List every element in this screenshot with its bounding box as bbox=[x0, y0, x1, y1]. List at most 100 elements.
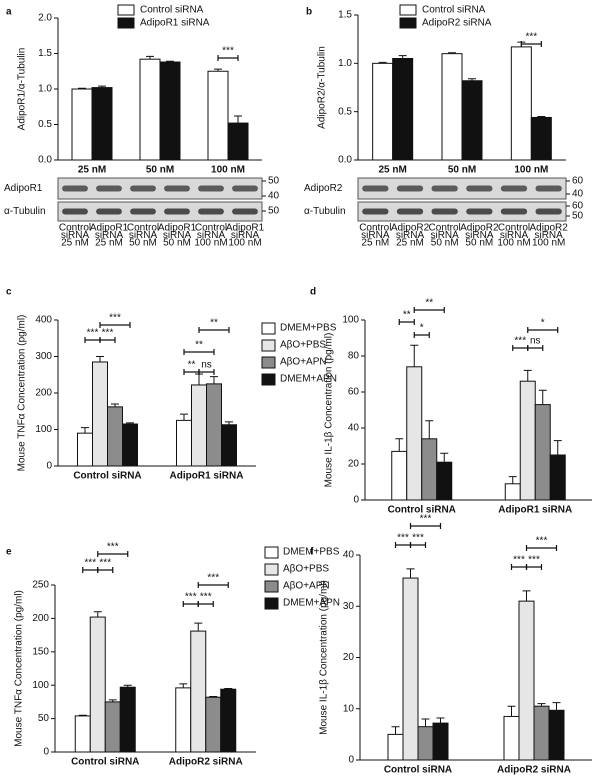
error-bar bbox=[194, 622, 203, 632]
mw-marker: 40 bbox=[268, 191, 280, 202]
bar bbox=[421, 438, 438, 501]
y-tick-label: 0.5 bbox=[38, 119, 52, 130]
legend-label: DMEM+APN bbox=[283, 598, 340, 609]
significance-label: *** bbox=[102, 328, 114, 339]
significance-bracket bbox=[413, 307, 445, 313]
bar bbox=[406, 366, 423, 501]
error-bar bbox=[234, 115, 242, 124]
lane-label: 25 nM bbox=[361, 238, 389, 249]
error-bar bbox=[96, 356, 104, 362]
legend-swatch bbox=[399, 17, 417, 29]
x-tick-label: AdipoR2 siRNA bbox=[169, 757, 243, 768]
bar bbox=[191, 384, 207, 467]
legend-swatch bbox=[264, 563, 279, 576]
bar bbox=[417, 726, 434, 761]
y-axis-label: AdipoR2/α-Tubulin bbox=[317, 46, 328, 129]
bar bbox=[402, 577, 419, 761]
bar bbox=[205, 696, 222, 753]
bar bbox=[77, 432, 93, 467]
x-tick-label: 50 nM bbox=[448, 165, 476, 176]
x-tick-label: Control siRNA bbox=[73, 471, 141, 482]
x-tick-label: 50 nM bbox=[146, 165, 174, 176]
error-bar bbox=[108, 699, 117, 702]
lane-label: 50 nM bbox=[129, 238, 157, 249]
bar bbox=[227, 122, 249, 161]
lane-label: Control bbox=[195, 223, 227, 234]
y-tick-label: 60 bbox=[348, 387, 360, 398]
y-tick-label: 200 bbox=[35, 388, 52, 399]
lane-label: siRNA bbox=[465, 230, 494, 241]
bar bbox=[107, 406, 123, 467]
y-tick-label: 100 bbox=[32, 680, 49, 691]
legend-label: Control siRNA bbox=[140, 5, 204, 16]
error-bar bbox=[436, 717, 445, 724]
legend-swatch bbox=[117, 4, 135, 16]
legend-label: AβO+APN bbox=[280, 357, 327, 368]
lane-label: Control bbox=[127, 223, 159, 234]
bar bbox=[74, 715, 91, 753]
error-bar bbox=[225, 421, 233, 425]
bar bbox=[548, 709, 565, 761]
y-tick-label: 2.0 bbox=[38, 13, 52, 24]
panel-letter: d bbox=[310, 287, 316, 298]
error-bar bbox=[224, 688, 233, 690]
y-tick-label: 1.5 bbox=[38, 48, 52, 59]
error-bar bbox=[98, 85, 106, 88]
bar bbox=[461, 80, 483, 161]
legend-swatch bbox=[261, 356, 276, 369]
error-bar bbox=[507, 705, 516, 717]
bar bbox=[387, 733, 404, 761]
legend-label: AβO+APN bbox=[283, 581, 330, 592]
error-bar bbox=[391, 726, 400, 735]
error-bar bbox=[180, 413, 188, 421]
significance-label: *** bbox=[107, 542, 119, 553]
error-bar bbox=[111, 403, 119, 407]
blot-label: α-Tubulin bbox=[304, 206, 346, 217]
y-tick-label: 200 bbox=[32, 613, 49, 624]
legend-swatch bbox=[399, 4, 417, 16]
significance-label: ** bbox=[210, 318, 218, 329]
lane-label: 100 nM bbox=[228, 238, 261, 249]
lane-label: siRNA bbox=[197, 230, 226, 241]
significance-bracket bbox=[99, 322, 131, 328]
significance-label: ** bbox=[425, 298, 433, 309]
y-tick-label: 20 bbox=[348, 459, 360, 470]
significance-label: ** bbox=[403, 310, 411, 321]
y-tick-label: 0.0 bbox=[338, 155, 352, 166]
significance-bracket bbox=[409, 542, 427, 548]
bar bbox=[92, 361, 108, 467]
y-tick-label: 80 bbox=[348, 351, 360, 362]
bar bbox=[441, 53, 463, 161]
blot-band bbox=[500, 185, 528, 192]
significance-bracket bbox=[99, 337, 116, 343]
y-tick-label: 50 bbox=[38, 713, 50, 724]
x-tick-label: 25 nM bbox=[78, 165, 106, 176]
y-tick-label: 40 bbox=[343, 550, 355, 561]
blot-band bbox=[232, 208, 258, 215]
error-bar bbox=[425, 420, 434, 439]
bar bbox=[190, 630, 207, 753]
significance-label: ** bbox=[188, 360, 196, 371]
y-tick-label: 150 bbox=[32, 646, 49, 657]
y-tick-label: 250 bbox=[32, 580, 49, 591]
lane-label: siRNA bbox=[231, 230, 260, 241]
blot-band bbox=[535, 185, 562, 192]
legend-swatch bbox=[261, 322, 276, 335]
blot-band bbox=[535, 208, 562, 215]
significance-label: *** bbox=[525, 32, 537, 43]
significance-bracket bbox=[97, 551, 129, 557]
bar bbox=[104, 701, 121, 753]
y-tick-label: 0.0 bbox=[38, 155, 52, 166]
significance-label: *** bbox=[109, 313, 121, 324]
significance-bracket bbox=[198, 327, 230, 333]
blot-band bbox=[198, 208, 224, 215]
y-tick-label: 30 bbox=[343, 601, 355, 612]
lane-label: siRNA bbox=[534, 230, 563, 241]
error-bar bbox=[398, 55, 407, 59]
lane-label: siRNA bbox=[61, 230, 90, 241]
bar bbox=[530, 116, 552, 161]
significance-label: *** bbox=[185, 592, 197, 603]
error-bar bbox=[410, 344, 419, 367]
blot-band bbox=[232, 185, 258, 192]
